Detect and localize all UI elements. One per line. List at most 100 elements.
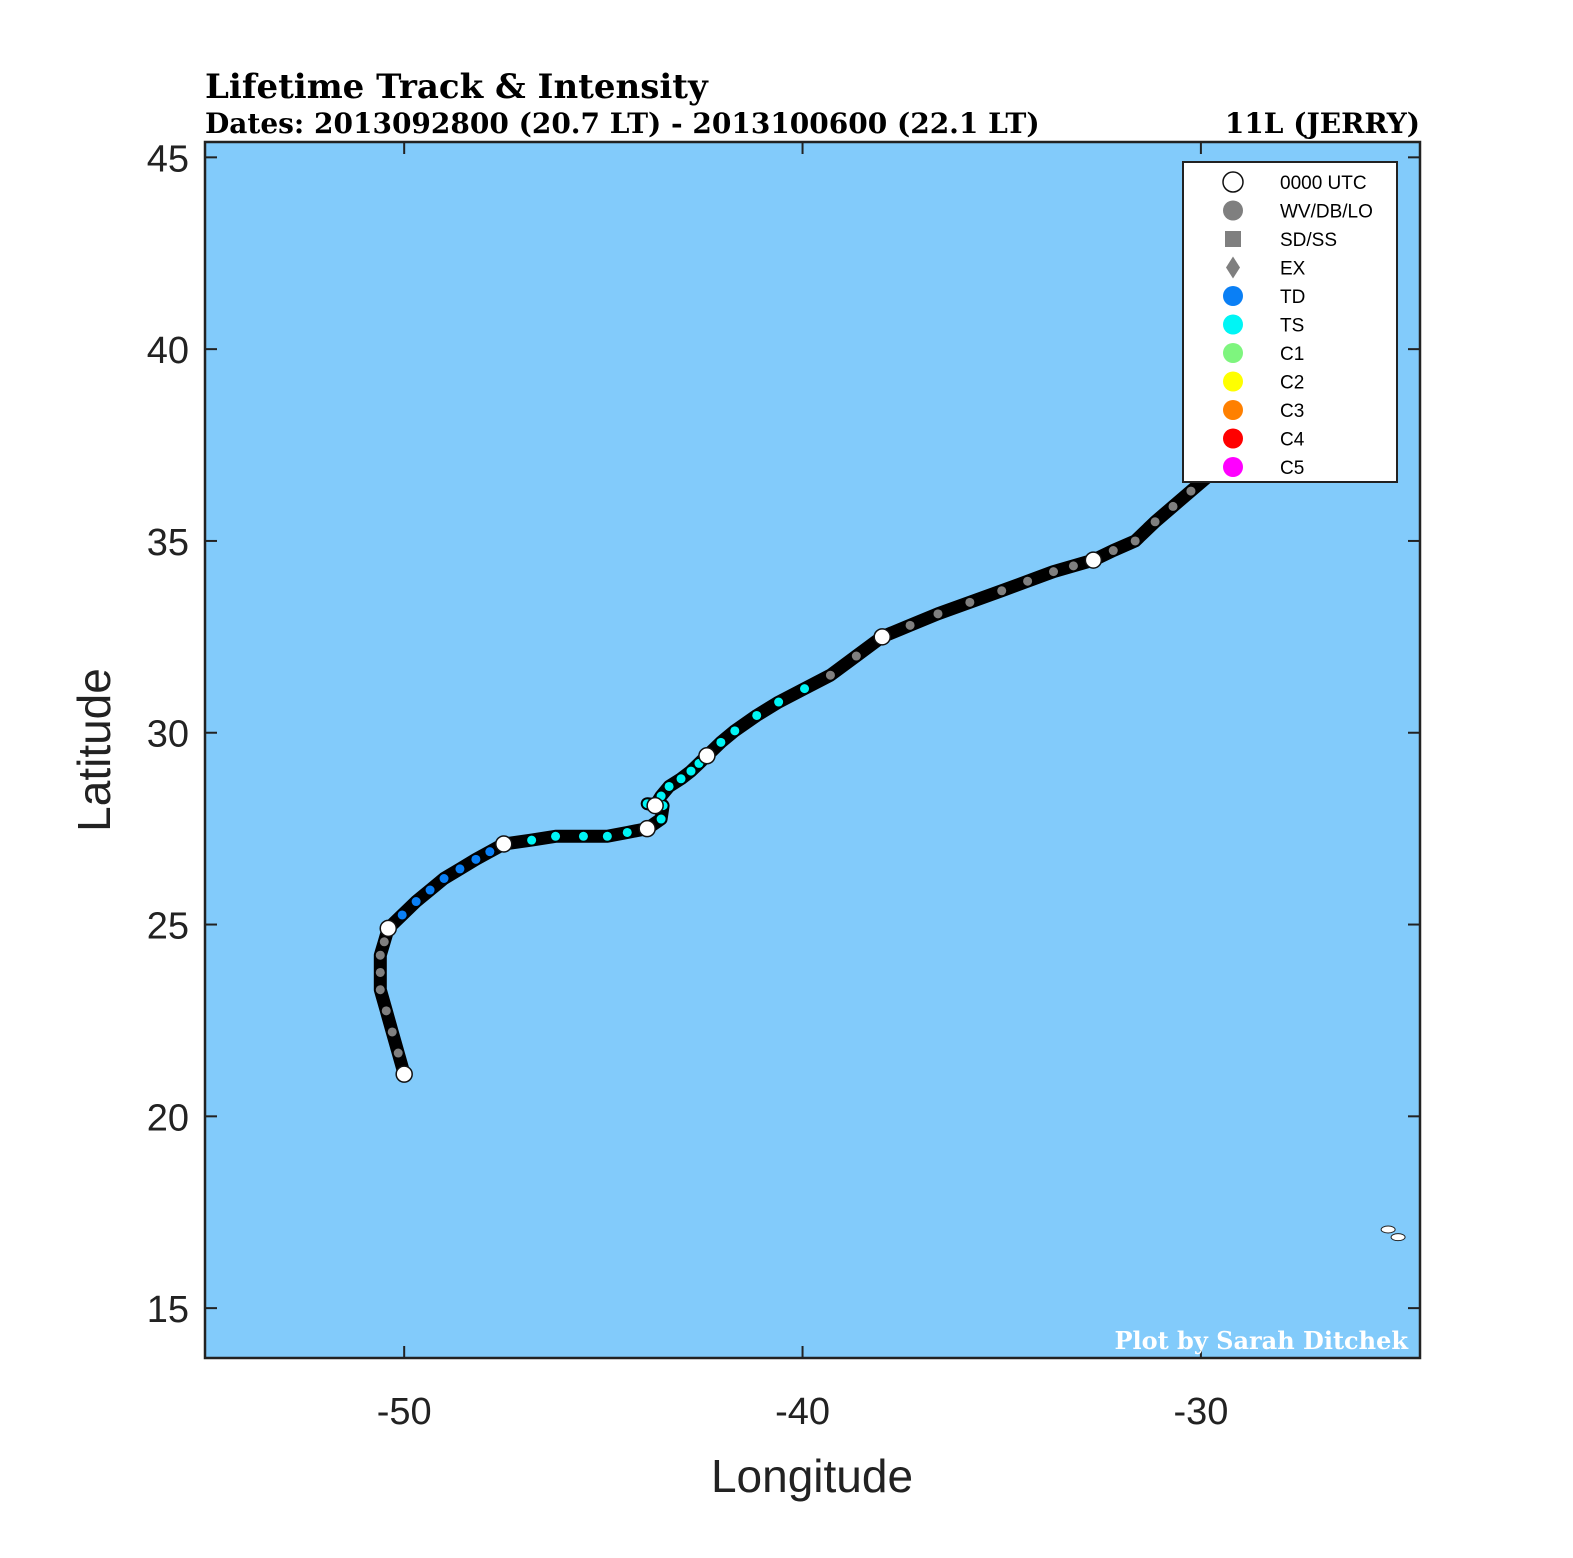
track-point-wv-db-lo: [1023, 576, 1033, 586]
legend-label: TD: [1280, 287, 1305, 308]
y-tick-label: 15: [147, 1289, 189, 1331]
track-point-wv-db-lo: [1186, 486, 1196, 496]
utc-0000-marker: [495, 835, 513, 853]
legend-entry-sd-ss: SD/SS: [1225, 230, 1337, 251]
track-point-ts: [664, 781, 674, 791]
legend-marker: [1222, 171, 1244, 193]
legend-label: EX: [1280, 259, 1306, 280]
utc-0000-marker: [1084, 551, 1103, 569]
track-point-ts: [622, 827, 632, 837]
track-point-ts: [656, 814, 666, 824]
track-point-wv-db-lo: [375, 985, 385, 995]
x-tick-label: -40: [775, 1391, 830, 1433]
utc-0000-marker: [698, 747, 716, 765]
legend-marker: [1223, 400, 1243, 420]
utc-0000-marker: [638, 819, 656, 838]
track-point-ts: [730, 726, 740, 736]
legend-marker: [1223, 200, 1243, 221]
y-tick-label: 35: [147, 522, 189, 564]
axis-ticks: -50 -40 -30 15 20 25 30 35 40 45: [147, 138, 1420, 1433]
utc-0000-marker: [395, 1065, 413, 1083]
legend-label: C5: [1280, 458, 1304, 479]
island-3: [1390, 1233, 1406, 1242]
legend-label: C1: [1280, 344, 1304, 365]
legend-entry-td: TD: [1223, 286, 1305, 308]
track-point-ts: [578, 831, 588, 841]
track-point-wv-db-lo: [1130, 536, 1140, 546]
track-point-td: [397, 910, 407, 920]
legend-entry-0000-utc: 0000 UTC: [1222, 171, 1367, 194]
legend-label: TS: [1280, 316, 1304, 337]
track-point-ts: [752, 710, 762, 720]
utc-0000-marker: [379, 919, 397, 938]
island-2: [1380, 1225, 1396, 1234]
legend-entry-c4: C4: [1223, 428, 1305, 451]
x-tick-label: -50: [377, 1391, 432, 1433]
map-dates-subtitle: Dates: 2013092800 (20.7 LT) - 2013100600…: [205, 107, 1040, 140]
track-point-td: [455, 864, 465, 874]
legend-label: WV/DB/LO: [1280, 202, 1373, 223]
track-point-ts: [527, 835, 537, 845]
legend-marker: [1223, 428, 1243, 449]
track-point-wv-db-lo: [965, 597, 975, 607]
track-point-td: [471, 854, 481, 864]
utc-0000-marker: [646, 796, 664, 815]
legend-marker: [1226, 256, 1240, 279]
legend-label: C2: [1280, 373, 1304, 394]
legend-marker: [1223, 343, 1243, 363]
y-tick-label: 40: [147, 330, 189, 372]
map-title: Lifetime Track & Intensity: [205, 67, 709, 107]
y-tick-label: 25: [147, 906, 189, 948]
y-tick-label: 30: [147, 714, 189, 756]
plot-frame: [203, 140, 1422, 1360]
track-point-wv-db-lo: [1108, 546, 1118, 556]
track-point-td: [425, 885, 435, 895]
legend-entry-c2: C2: [1223, 371, 1304, 394]
legend-entry-wv-db-lo: WV/DB/LO: [1223, 200, 1373, 223]
track-point-wv-db-lo: [387, 1027, 397, 1037]
legend-entry-c3: C3: [1223, 400, 1304, 422]
track-point-wv-db-lo: [997, 586, 1007, 596]
y-axis-label: Latitude: [68, 668, 120, 832]
legend-marker: [1223, 314, 1243, 335]
track-point-wv-db-lo: [381, 1006, 391, 1016]
track-point-td: [411, 897, 421, 907]
legend-label: 0000 UTC: [1280, 173, 1367, 194]
legend-entry-c5: C5: [1223, 457, 1304, 479]
track-point-td: [439, 874, 449, 884]
track-point-wv-db-lo: [1049, 567, 1059, 577]
track-point-ts: [800, 684, 810, 694]
track-point-wv-db-lo: [375, 950, 385, 960]
track-point-ts: [602, 831, 612, 841]
track-point-td: [485, 847, 495, 857]
storm-points-layer: [375, 471, 1214, 1083]
track-point-wv-db-lo: [933, 609, 943, 619]
y-tick-label: 45: [147, 138, 189, 180]
track-point-wv-db-lo: [1068, 561, 1078, 571]
legend-entry-c1: C1: [1223, 343, 1304, 365]
legend-marker: [1223, 286, 1243, 306]
plot-credit: Plot by Sarah Ditchek: [1114, 1326, 1409, 1355]
track-point-wv-db-lo: [1150, 517, 1160, 527]
track-point-wv-db-lo: [379, 937, 389, 947]
legend-label: C4: [1280, 430, 1305, 451]
x-axis-label: Longitude: [711, 1450, 913, 1502]
legend-marker: [1225, 231, 1241, 247]
legend-entry-ts: TS: [1223, 314, 1304, 337]
track-point-ts: [686, 766, 696, 776]
track-point-wv-db-lo: [375, 967, 385, 977]
track-point-ts: [676, 774, 686, 784]
track-point-wv-db-lo: [851, 651, 861, 661]
track-point-wv-db-lo: [905, 620, 915, 630]
utc-0000-marker: [873, 628, 891, 646]
x-tick-label: -30: [1173, 1391, 1228, 1433]
legend-marker: [1223, 371, 1243, 392]
legend-box: [1182, 161, 1398, 483]
track-point-wv-db-lo: [1168, 501, 1178, 511]
storm-label: 11L (JERRY): [1225, 107, 1420, 140]
legend: 0000 UTC WV/DB/LO SD/SS EX TD TS C1 C2 C3 C4 C5: [1182, 161, 1398, 483]
track-point-ts: [774, 697, 784, 707]
legend-label: SD/SS: [1280, 230, 1337, 251]
track-point-ts: [716, 737, 726, 747]
